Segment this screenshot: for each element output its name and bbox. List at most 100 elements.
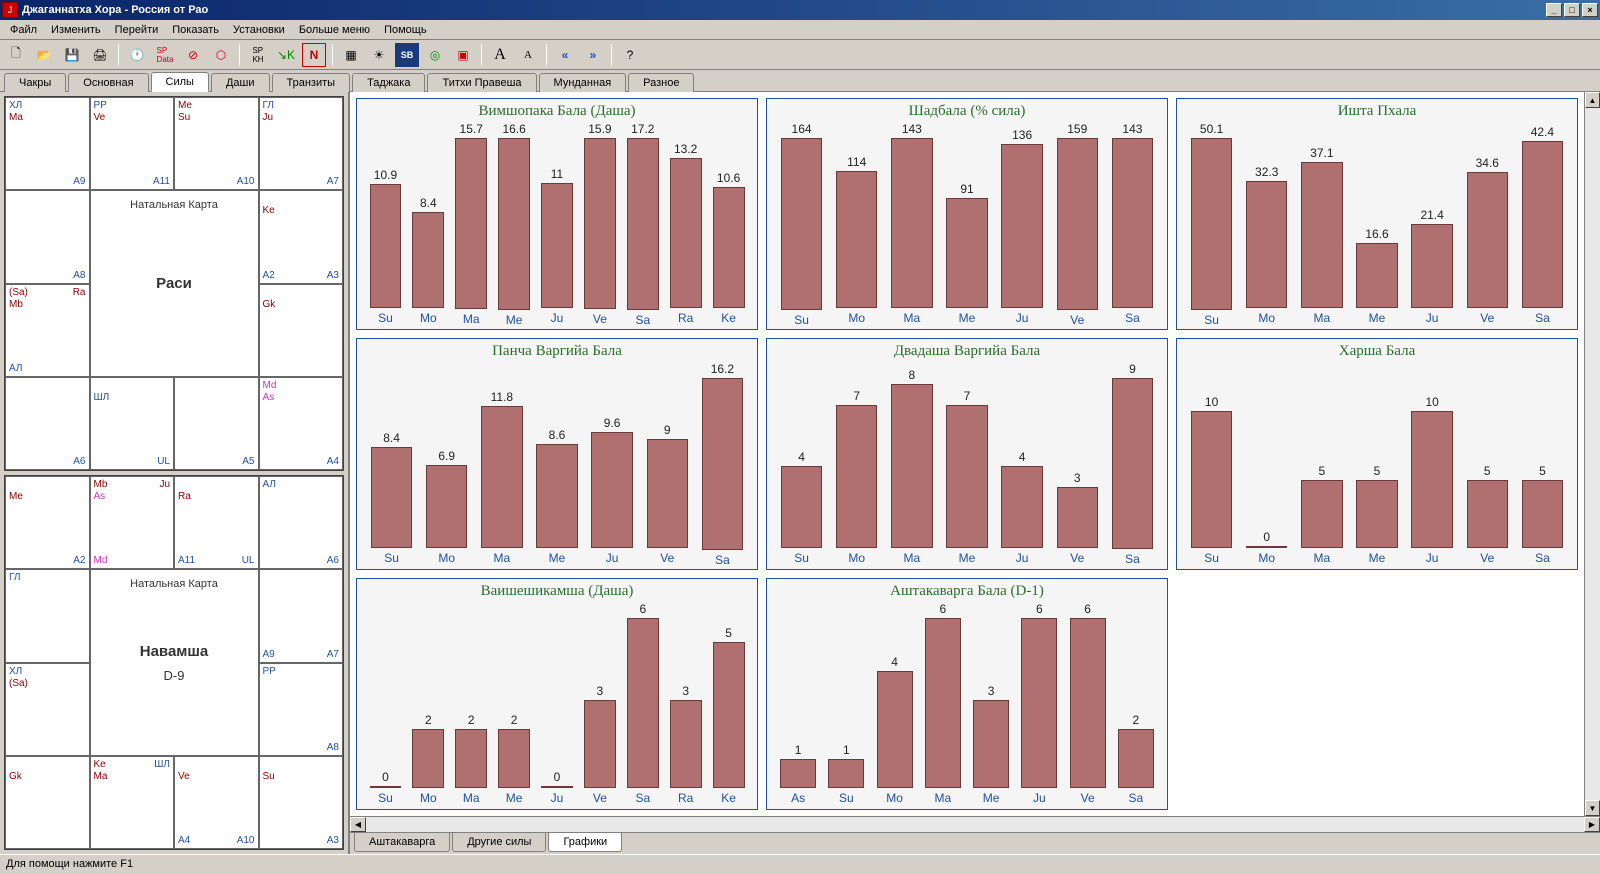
tab-Таджака[interactable]: Таджака bbox=[352, 73, 425, 92]
bar-label: Ma bbox=[935, 791, 952, 807]
bar-label: Ke bbox=[721, 791, 736, 807]
chart-cell[interactable]: Gk bbox=[5, 756, 90, 849]
bar-label: Ve bbox=[1480, 551, 1494, 567]
bar-column: 10 Su bbox=[1185, 362, 1238, 567]
chart-icon[interactable]: ⬡ bbox=[209, 43, 233, 67]
chart-cell[interactable]: KeШЛMa bbox=[90, 756, 175, 849]
bar-label: Ju bbox=[1033, 791, 1046, 807]
chart-cell[interactable]: A5 bbox=[174, 377, 259, 470]
menu-Помощь[interactable]: Помощь bbox=[378, 22, 433, 38]
sun-icon[interactable]: ☀ bbox=[367, 43, 391, 67]
chart-cell[interactable]: PPA8 bbox=[259, 663, 344, 756]
maximize-button[interactable]: □ bbox=[1564, 3, 1580, 17]
horizontal-scrollbar[interactable]: ◀ ▶ bbox=[350, 816, 1600, 832]
chart-cell[interactable]: ХЛMaA9 bbox=[5, 97, 90, 190]
font-small-icon[interactable]: A bbox=[516, 43, 540, 67]
menu-Больше меню[interactable]: Больше меню bbox=[293, 22, 376, 38]
scroll-left-icon[interactable]: ◀ bbox=[350, 817, 366, 832]
scroll-down-icon[interactable]: ▼ bbox=[1585, 800, 1600, 816]
chart-title: Двадаша Варгийа Бала bbox=[773, 343, 1161, 360]
bar-value: 16.6 bbox=[1365, 227, 1388, 241]
chart-cell[interactable]: KeA2A3 bbox=[259, 190, 344, 283]
help-icon[interactable]: ? bbox=[618, 43, 642, 67]
bar-label: Ju bbox=[551, 311, 564, 327]
cancel-icon[interactable]: ⊘ bbox=[181, 43, 205, 67]
chart-cell[interactable]: A8 bbox=[5, 190, 90, 283]
tab-Мунданная[interactable]: Мунданная bbox=[539, 73, 627, 92]
bar-label: Su bbox=[378, 791, 393, 807]
bar bbox=[702, 378, 743, 550]
spkh-icon[interactable]: SPKH bbox=[246, 43, 270, 67]
bar-value: 3 bbox=[597, 684, 604, 698]
tab-Силы[interactable]: Силы bbox=[151, 72, 209, 92]
tab-Разное[interactable]: Разное bbox=[628, 73, 694, 92]
new-icon[interactable]: 🗋 bbox=[4, 43, 28, 67]
bar-column: 6.9 Mo bbox=[420, 362, 473, 567]
box-icon[interactable]: ▣ bbox=[451, 43, 475, 67]
statusbar: Для помощи нажмите F1 bbox=[0, 854, 1600, 874]
menu-Изменить[interactable]: Изменить bbox=[45, 22, 107, 38]
chart-cell[interactable]: MeSuA10 bbox=[174, 97, 259, 190]
bar bbox=[426, 465, 467, 548]
barchart-3: Панча Варгийа Бала 8.4 Su 6.9 Mo 11.8 Ma… bbox=[356, 338, 758, 570]
font-large-icon[interactable]: A bbox=[488, 43, 512, 67]
bar-column: 9.6 Ju bbox=[586, 362, 639, 567]
btab-Графики[interactable]: Графики bbox=[548, 833, 622, 852]
btab-Другие силы[interactable]: Другие силы bbox=[452, 833, 546, 852]
target-icon[interactable]: ◎ bbox=[423, 43, 447, 67]
data-icon[interactable]: SPData bbox=[153, 43, 177, 67]
save-icon[interactable]: 💾 bbox=[60, 43, 84, 67]
tab-Даши[interactable]: Даши bbox=[211, 73, 270, 92]
menu-Файл[interactable]: Файл bbox=[4, 22, 43, 38]
chart-cell[interactable]: ШЛUL bbox=[90, 377, 175, 470]
btab-Аштакаварга[interactable]: Аштакаварга bbox=[354, 833, 450, 852]
clock-icon[interactable]: 🕐 bbox=[125, 43, 149, 67]
sb-icon[interactable]: SB bbox=[395, 43, 419, 67]
scroll-right-icon[interactable]: ▶ bbox=[1584, 817, 1600, 832]
bar-column: 10.9 Su bbox=[365, 122, 406, 327]
tab-Титхи Правеша[interactable]: Титхи Правеша bbox=[427, 73, 536, 92]
status-text: Для помощи нажмите F1 bbox=[6, 858, 133, 870]
tab-Чакры[interactable]: Чакры bbox=[4, 73, 66, 92]
chart-cell[interactable]: PPVeA11 bbox=[90, 97, 175, 190]
chart-cell[interactable]: MeA2 bbox=[5, 476, 90, 569]
bar-column: 5 Me bbox=[1350, 362, 1403, 567]
vertical-scrollbar[interactable]: ▲ ▼ bbox=[1584, 92, 1600, 816]
chart-cell[interactable]: MdAsA4 bbox=[259, 377, 344, 470]
chart-cell[interactable]: A6 bbox=[5, 377, 90, 470]
scroll-up-icon[interactable]: ▲ bbox=[1585, 92, 1600, 108]
bar-label: Ju bbox=[1426, 551, 1439, 567]
menu-Установки[interactable]: Установки bbox=[227, 22, 291, 38]
menu-Показать[interactable]: Показать bbox=[166, 22, 225, 38]
tab-Основная[interactable]: Основная bbox=[68, 73, 148, 92]
bar bbox=[1191, 138, 1232, 310]
next-icon[interactable]: » bbox=[581, 43, 605, 67]
n-icon[interactable]: N bbox=[302, 43, 326, 67]
tab-Транзиты[interactable]: Транзиты bbox=[272, 73, 351, 92]
chart-cell[interactable]: Gk bbox=[259, 284, 344, 377]
chart-cell[interactable]: SuA3 bbox=[259, 756, 344, 849]
bar bbox=[1467, 172, 1508, 308]
arrow-icon[interactable]: ↘K bbox=[274, 43, 298, 67]
chart-cell[interactable]: ГЛJuA7 bbox=[259, 97, 344, 190]
print-icon[interactable]: 🖨 bbox=[88, 43, 112, 67]
grid-icon[interactable]: ▦ bbox=[339, 43, 363, 67]
bar bbox=[370, 184, 402, 308]
menu-Перейти[interactable]: Перейти bbox=[109, 22, 165, 38]
chart-cell[interactable]: RaA11UL bbox=[174, 476, 259, 569]
prev-icon[interactable]: « bbox=[553, 43, 577, 67]
chart-cell[interactable]: (Sa)RaMbАЛ bbox=[5, 284, 90, 377]
close-button[interactable]: × bbox=[1582, 3, 1598, 17]
chart-cell[interactable]: A9A7 bbox=[259, 569, 344, 662]
open-icon[interactable]: 📂 bbox=[32, 43, 56, 67]
chart-title: Харша Бала bbox=[1183, 343, 1571, 360]
bar-value: 10.9 bbox=[374, 168, 397, 182]
chart-cell[interactable]: MbJuAsMd bbox=[90, 476, 175, 569]
chart-cell[interactable]: VeA4A10 bbox=[174, 756, 259, 849]
minimize-button[interactable]: _ bbox=[1546, 3, 1562, 17]
chart-cell[interactable]: АЛA6 bbox=[259, 476, 344, 569]
bar-column: 50.1 Su bbox=[1185, 122, 1238, 327]
bar-column: 5 Ke bbox=[708, 602, 749, 807]
chart-cell[interactable]: ХЛ(Sa) bbox=[5, 663, 90, 756]
chart-cell[interactable]: ГЛ bbox=[5, 569, 90, 662]
